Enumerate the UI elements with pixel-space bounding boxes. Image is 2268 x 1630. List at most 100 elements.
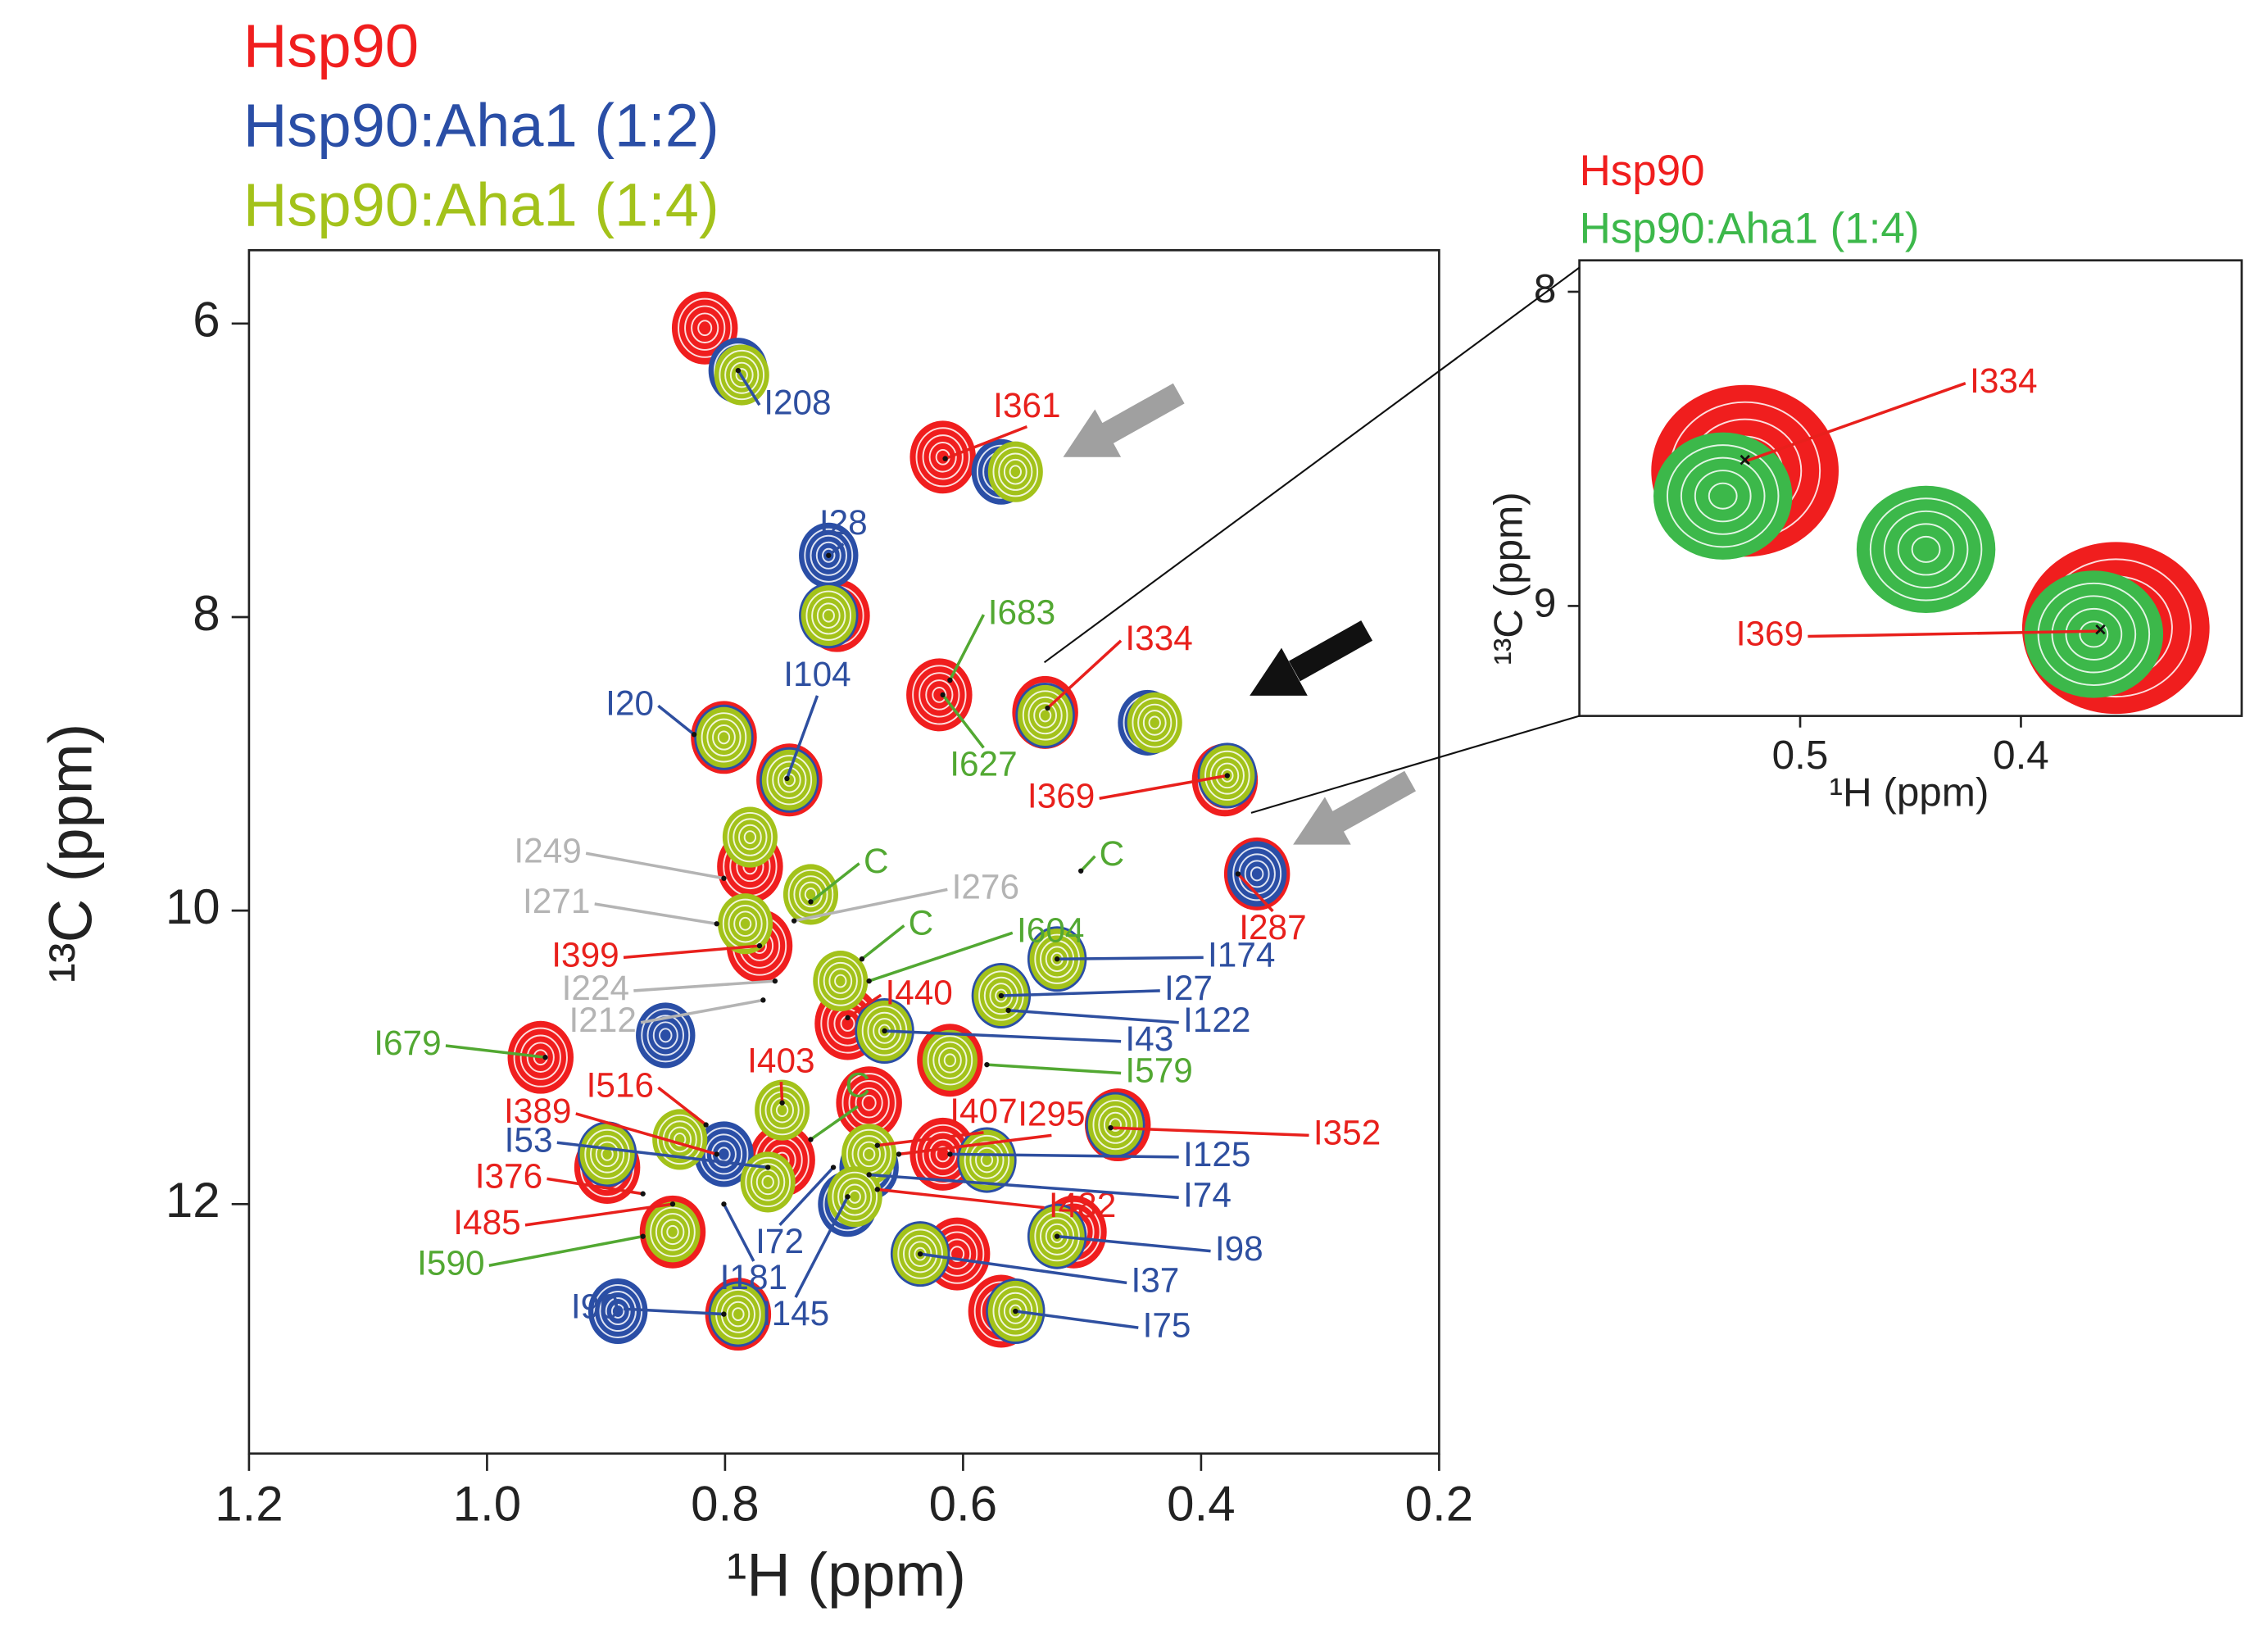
contour-level (772, 761, 807, 799)
contour-level (717, 730, 731, 745)
peak-dot (896, 1151, 902, 1157)
contour-level (801, 585, 856, 647)
contour-level (855, 1087, 883, 1119)
label-leader (869, 1173, 1179, 1200)
label-leader (987, 1063, 1122, 1075)
peak-label: I145 (762, 1294, 829, 1333)
contour-level (519, 1034, 561, 1080)
peak-label: I627 (950, 745, 1017, 783)
peak-dot (845, 1194, 850, 1200)
peak-label: I352 (1313, 1114, 1381, 1152)
label-leader (657, 704, 696, 736)
peak-label: I224 (562, 969, 629, 1007)
label-leader (1008, 1009, 1179, 1024)
contour-level (1215, 762, 1240, 789)
peak-contour (696, 706, 751, 768)
peak-dot (779, 1100, 785, 1106)
contour-level (666, 1224, 679, 1239)
peak-dot (691, 732, 697, 738)
contour-level (950, 1246, 965, 1263)
peak-dot (1108, 1124, 1114, 1131)
contour-level (590, 1135, 625, 1174)
contour-level (1109, 1118, 1122, 1132)
label-leader (877, 1131, 984, 1147)
contour-level (1132, 697, 1178, 748)
peak-label: I403 (747, 1041, 814, 1079)
zoom-line (1250, 715, 1580, 814)
label-leader (877, 1187, 1045, 1210)
peak-dot (1235, 871, 1241, 877)
peak-dot (882, 1028, 887, 1034)
label-leader (884, 1029, 1122, 1043)
peak-label: I72 (755, 1222, 804, 1260)
contour-level (1137, 703, 1173, 742)
peak-label: I407 (950, 1092, 1017, 1130)
contour-level (674, 1133, 687, 1146)
peak-dot (859, 956, 865, 962)
contour-level (912, 665, 967, 725)
contour-level (1034, 1211, 1080, 1262)
contour-level (1883, 510, 1969, 588)
contour-level (1232, 847, 1282, 901)
contour-level (691, 312, 719, 343)
x-tick-label: 0.4 (1167, 1477, 1235, 1532)
peak-dot (874, 1142, 880, 1148)
contour-level (1027, 696, 1063, 735)
peak-label: I27 (1164, 969, 1213, 1007)
label-leader (1000, 989, 1160, 997)
contour-level (834, 974, 847, 988)
label-leader (623, 1307, 724, 1316)
peak-label: I334 (1125, 619, 1192, 657)
label-leader (860, 924, 905, 960)
contour-level (656, 1114, 703, 1165)
peak-label: I683 (988, 593, 1055, 631)
peak-label: I679 (374, 1024, 441, 1062)
contour-level (987, 441, 1043, 502)
label-leader (1744, 382, 1966, 463)
contour-level (718, 893, 773, 955)
peak-label: I516 (587, 1065, 654, 1104)
contour-level (726, 1301, 751, 1328)
peak-label: I579 (1125, 1051, 1192, 1090)
contour-level (815, 541, 841, 570)
peak-contour (579, 1124, 635, 1185)
label-leader (1057, 956, 1204, 960)
peak-label: I369 (1027, 776, 1095, 815)
peak-dot (1045, 705, 1050, 711)
x-tick-label: 0.8 (691, 1477, 759, 1532)
y-tick-label: 6 (193, 293, 220, 347)
label-leader (778, 1166, 835, 1227)
contour-level (998, 1292, 1033, 1331)
peak-label: I53 (505, 1120, 553, 1159)
peak-contour (782, 864, 839, 925)
contour-level (932, 1041, 968, 1079)
label-leader (1015, 1310, 1139, 1329)
peak-label: I212 (569, 1001, 636, 1039)
peak-label: I28 (819, 503, 868, 542)
contour-level (733, 910, 757, 938)
contour-level (1708, 482, 1738, 510)
contour-level (2024, 570, 2164, 698)
peak-contour (761, 749, 817, 810)
contour-level (587, 1278, 648, 1345)
contour-level (1666, 444, 1780, 548)
gray-arrow (1063, 383, 1185, 457)
contour-level (660, 1219, 685, 1246)
spectrum-panel: 0.5 0.4 8 9 ¹H (ppm) ¹³C (ppm) Hsp90 Hsp90:Aha1… (1486, 147, 2243, 815)
contour-level (908, 1241, 932, 1267)
label-leader (623, 944, 760, 960)
label-leader (737, 370, 761, 406)
contour-level (738, 824, 762, 851)
contour-level (727, 811, 773, 863)
label-leader (944, 425, 1028, 461)
contour-level (822, 608, 835, 623)
peak-dot (874, 1187, 880, 1192)
peak-dot (542, 1055, 548, 1060)
peak-label: I276 (952, 868, 1019, 906)
contour-level (732, 1307, 745, 1321)
peak-contour (755, 1079, 810, 1141)
peak-contour (645, 1201, 701, 1263)
contour-level (599, 1291, 637, 1332)
peak-label: I75 (1143, 1305, 1191, 1344)
contour-level (678, 297, 733, 358)
